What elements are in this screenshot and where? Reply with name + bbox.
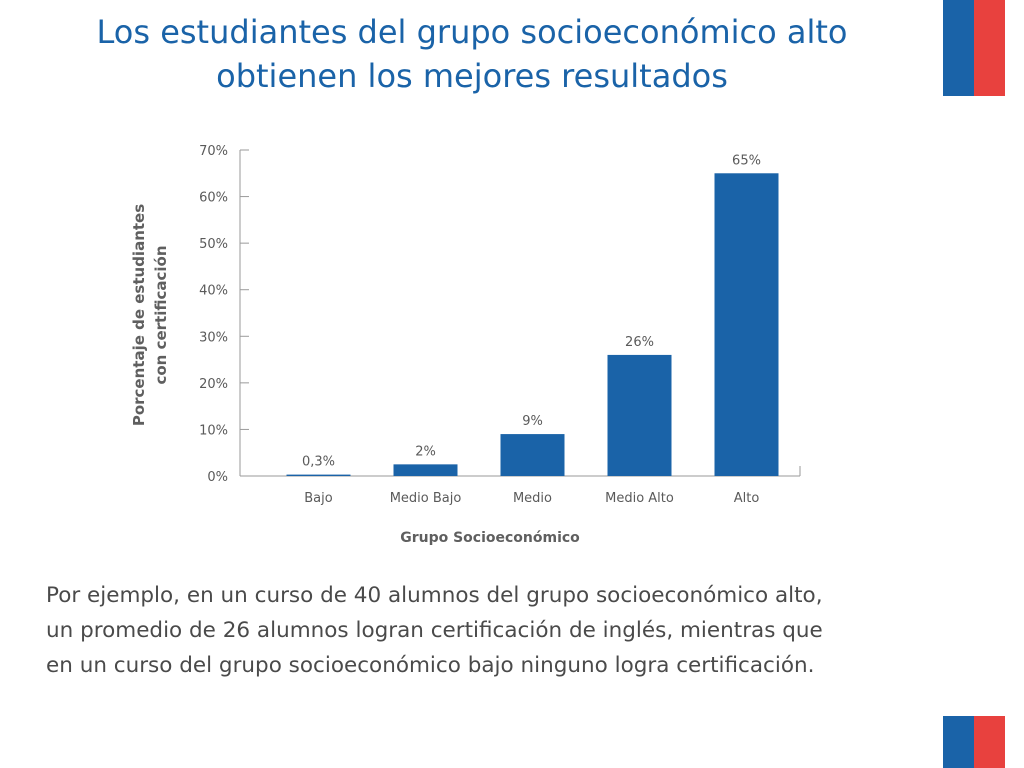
flag-red-stripe xyxy=(974,716,1005,768)
flag-decoration-bottom xyxy=(943,716,1005,768)
y-tick-label: 60% xyxy=(199,191,228,206)
x-tick-label: Bajo xyxy=(304,491,332,506)
paragraph-line-1: Por ejemplo, en un curso de 40 alumnos d… xyxy=(46,583,823,608)
y-tick-label: 40% xyxy=(199,284,228,299)
y-tick-label: 70% xyxy=(199,144,228,159)
bar xyxy=(714,173,779,477)
bar xyxy=(393,464,458,476)
slide-title-line-2: obtienen los mejores resultados xyxy=(216,57,728,95)
y-tick-label: 30% xyxy=(199,330,228,345)
slide-title: Los estudiantes del grupo socioeconómico… xyxy=(0,10,944,98)
slide-title-line-1: Los estudiantes del grupo socioeconómico… xyxy=(96,13,848,51)
y-tick-label: 50% xyxy=(199,237,228,252)
example-paragraph: Por ejemplo, en un curso de 40 alumnos d… xyxy=(46,578,946,683)
x-tick-label: Medio xyxy=(513,491,552,506)
paragraph-line-2: un promedio de 26 alumnos logran certifi… xyxy=(46,618,823,643)
x-tick-label: Medio Alto xyxy=(605,491,674,506)
data-label: 65% xyxy=(732,153,761,168)
x-axis-title: Grupo Socioeconómico xyxy=(400,530,580,546)
x-tick-label: Medio Bajo xyxy=(390,491,462,506)
y-tick-label: 20% xyxy=(199,377,228,392)
flag-red-stripe xyxy=(974,0,1005,96)
data-label: 9% xyxy=(522,414,543,429)
y-tick-label: 10% xyxy=(199,423,228,438)
data-label: 0,3% xyxy=(302,455,335,470)
x-tick-label: Alto xyxy=(734,491,760,506)
y-tick-label: 0% xyxy=(207,470,228,485)
y-axis-title-line: Porcentaje de estudiantes xyxy=(130,204,148,426)
bar xyxy=(500,434,565,476)
bar-chart: 0% 10% 20% 30% 40% 50% 60% 70% 0,3% Bajo 2% Medio B… xyxy=(130,144,801,546)
bar xyxy=(607,354,672,476)
flag-blue-stripe xyxy=(943,716,974,768)
y-axis-title-line: con certificación xyxy=(152,245,170,384)
paragraph-line-3: en un curso del grupo socioeconómico baj… xyxy=(46,653,815,678)
flag-decoration-top xyxy=(943,0,1005,96)
bar xyxy=(286,474,351,476)
data-label: 26% xyxy=(625,335,654,350)
data-label: 2% xyxy=(415,444,436,459)
flag-blue-stripe xyxy=(943,0,974,96)
